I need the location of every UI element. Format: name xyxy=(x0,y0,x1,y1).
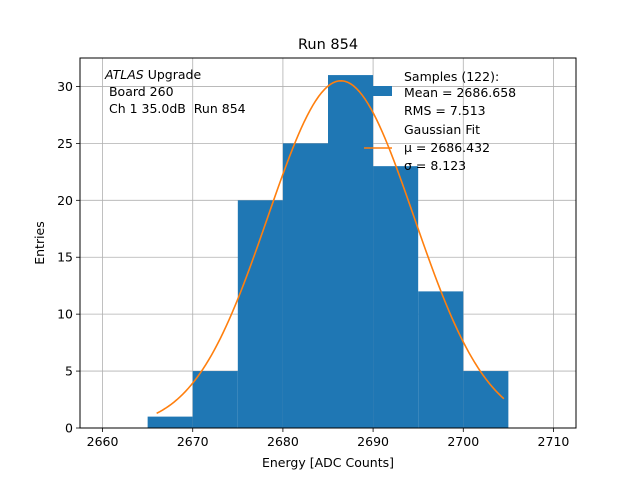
annotation-upgrade: Upgrade xyxy=(144,67,202,82)
legend-samples-mean: Mean = 2686.658 xyxy=(404,85,516,100)
y-tick-label-5: 25 xyxy=(57,136,73,151)
legend-fit-sigma: σ = 8.123 xyxy=(404,158,466,173)
histogram-bar-1 xyxy=(192,371,238,428)
y-axis-ticks: 0 5 10 15 20 25 30 xyxy=(57,79,80,436)
x-axis-label: Energy [ADC Counts] xyxy=(262,455,394,470)
legend-samples-swatch xyxy=(364,86,392,96)
legend-samples-title: Samples (122): xyxy=(404,69,499,84)
gaussian-fit-curve xyxy=(156,79,505,415)
x-tick-label-3: 2690 xyxy=(357,434,389,449)
annotation-atlas: ATLAS xyxy=(104,67,144,82)
y-axis-label: Entries xyxy=(32,221,47,265)
y-tick-label-0: 0 xyxy=(65,421,73,436)
histogram-bar-0 xyxy=(147,416,193,428)
histogram-bar-3 xyxy=(282,143,328,428)
annotation-line-3: Ch 1 35.0dB Run 854 xyxy=(105,101,246,116)
chart-title: Run 854 xyxy=(298,37,358,53)
annotation-line-1: ATLAS Upgrade xyxy=(104,67,201,82)
histogram-bar-5 xyxy=(373,166,419,428)
x-tick-label-1: 2670 xyxy=(177,434,209,449)
x-tick-label-0: 2660 xyxy=(87,434,119,449)
plot-frame xyxy=(79,57,577,429)
y-tick-label-2: 10 xyxy=(57,307,73,322)
histogram-bar-2 xyxy=(237,200,283,428)
x-axis-ticks: 2660 2670 2680 2690 2700 2710 xyxy=(87,428,570,449)
annotation-line-2: Board 260 xyxy=(105,84,174,99)
histogram-bar-7 xyxy=(463,371,509,428)
y-tick-label-3: 15 xyxy=(57,250,73,265)
histogram-bar-6 xyxy=(418,291,464,428)
legend: Samples (122): Mean = 2686.658 RMS = 7.5… xyxy=(364,69,516,173)
x-tick-label-2: 2680 xyxy=(267,434,299,449)
x-tick-label-4: 2700 xyxy=(447,434,479,449)
histogram-bars xyxy=(147,75,509,429)
x-tick-label-5: 2710 xyxy=(538,434,570,449)
y-tick-label-6: 30 xyxy=(57,79,73,94)
legend-fit-mu: μ = 2686.432 xyxy=(404,140,490,155)
legend-samples-rms: RMS = 7.513 xyxy=(404,103,486,118)
histogram-bar-4 xyxy=(328,75,374,429)
atlas-annotation: ATLAS Upgrade Board 260 Ch 1 35.0dB Run … xyxy=(104,67,246,116)
y-tick-label-4: 20 xyxy=(57,193,73,208)
legend-fit-title: Gaussian Fit xyxy=(404,122,480,137)
y-tick-label-1: 5 xyxy=(65,364,73,379)
